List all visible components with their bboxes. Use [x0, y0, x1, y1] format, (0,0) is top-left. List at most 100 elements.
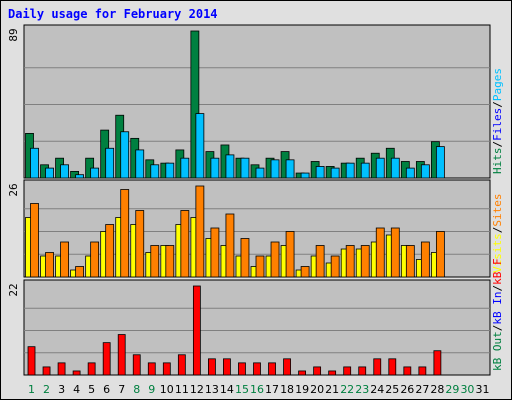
bar-kb-f-day-4	[72, 370, 81, 376]
bar-kb-f-day-11	[177, 354, 186, 376]
bar-kb-f-day-21	[328, 370, 337, 376]
day-label-8: 8	[133, 383, 140, 396]
bar-kb-f-day-23	[358, 366, 367, 376]
legend-part-4: kB F	[491, 258, 504, 285]
day-label-14: 14	[220, 383, 234, 396]
bar-kb-f-day-20	[313, 366, 322, 376]
day-label-21: 21	[325, 383, 339, 396]
bar-kb-f-day-5	[87, 362, 96, 376]
day-label-25: 25	[385, 383, 399, 396]
bar-sites-day-15	[240, 238, 250, 278]
bar-pages-day-16	[255, 167, 265, 179]
bar-pages-day-21	[330, 167, 340, 179]
day-label-6: 6	[103, 383, 110, 396]
bar-sites-day-17	[270, 241, 280, 278]
bar-sites-day-2	[45, 252, 54, 278]
series-legend: kB Out/kB In/kB F	[491, 258, 504, 371]
legend-part-3: /	[491, 285, 504, 292]
bar-pages-day-28	[435, 146, 445, 179]
bar-pages-day-15	[240, 157, 250, 179]
bar-sites-day-25	[390, 227, 400, 278]
day-label-28: 28	[430, 383, 444, 396]
bar-sites-day-26	[405, 245, 415, 278]
bar-kb-f-day-18	[283, 358, 291, 376]
bar-kb-f-day-15	[238, 362, 246, 376]
bar-sites-day-23	[360, 245, 370, 278]
bar-pages-day-3	[60, 164, 69, 179]
bar-kb-f-day-12	[192, 285, 201, 376]
bar-sites-day-10	[165, 245, 175, 278]
day-label-26: 26	[400, 383, 414, 396]
bar-pages-day-8	[135, 149, 145, 179]
bar-sites-day-5	[90, 241, 100, 278]
bar-kb-f-day-17	[268, 362, 276, 376]
y-max-label: 22	[7, 283, 20, 296]
day-label-29: 29	[445, 383, 459, 396]
y-max-label: 89	[7, 28, 20, 41]
bar-sites-day-3	[60, 241, 69, 278]
bar-pages-day-17	[270, 159, 280, 179]
bar-pages-day-1	[30, 147, 39, 179]
bar-pages-day-14	[225, 154, 235, 179]
day-label-19: 19	[295, 383, 309, 396]
bar-pages-day-23	[360, 162, 370, 179]
legend-part-2: kB In	[491, 292, 504, 325]
bar-kb-f-day-7	[117, 334, 126, 376]
day-label-3: 3	[58, 383, 65, 396]
day-label-18: 18	[280, 383, 294, 396]
day-label-30: 30	[460, 383, 474, 396]
bar-sites-day-4	[75, 266, 85, 278]
bar-sites-day-28	[435, 231, 445, 278]
chart-title: Daily usage for February 2014	[8, 7, 218, 21]
day-label-9: 9	[148, 383, 155, 396]
day-label-1: 1	[28, 383, 35, 396]
bar-sites-day-20	[315, 245, 325, 278]
day-label-23: 23	[355, 383, 369, 396]
legend-part-0: kB Out	[491, 331, 504, 371]
day-label-27: 27	[415, 383, 429, 396]
day-label-17: 17	[265, 383, 279, 396]
bar-kb-f-day-24	[373, 358, 382, 376]
legend-part-1: /	[491, 227, 504, 234]
series-legend: Visits/Sites	[491, 194, 504, 274]
plot-area	[23, 279, 491, 376]
bar-pages-day-10	[165, 162, 175, 179]
day-label-20: 20	[310, 383, 324, 396]
day-label-2: 2	[43, 383, 50, 396]
bar-pages-day-13	[210, 157, 220, 179]
legend-part-1: /	[491, 325, 504, 332]
bar-sites-day-6	[105, 224, 115, 278]
bar-kb-f-day-26	[403, 366, 412, 376]
day-label-12: 12	[190, 383, 204, 396]
day-label-31: 31	[475, 383, 489, 396]
bar-sites-day-1	[30, 203, 39, 278]
panel-2: 26 Visits/Sites	[7, 179, 504, 278]
bar-kb-f-day-14	[223, 358, 231, 376]
bar-pages-day-18	[285, 159, 295, 179]
bar-sites-day-8	[135, 210, 145, 278]
bar-sites-day-21	[330, 255, 340, 278]
day-label-7: 7	[118, 383, 125, 396]
bar-sites-day-7	[120, 189, 130, 278]
bar-hits-day-12	[190, 30, 200, 179]
bar-pages-day-12	[195, 113, 205, 179]
bar-sites-day-14	[225, 213, 235, 278]
bar-pages-day-22	[345, 162, 355, 179]
legend-part-1: /	[491, 141, 504, 148]
bar-kb-f-day-27	[418, 366, 427, 376]
bar-kb-f-day-8	[132, 354, 141, 376]
plot-area	[23, 24, 491, 179]
bar-pages-day-6	[105, 147, 115, 179]
bar-pages-day-5	[90, 167, 100, 179]
bar-kb-f-day-22	[343, 366, 352, 376]
bar-sites-day-11	[180, 210, 190, 278]
bar-kb-f-day-1	[27, 346, 36, 376]
day-label-24: 24	[370, 383, 384, 396]
day-label-13: 13	[205, 383, 219, 396]
bar-sites-day-27	[420, 241, 430, 278]
bar-sites-day-19	[300, 266, 310, 278]
bar-pages-day-2	[45, 167, 54, 179]
bar-kb-f-day-2	[42, 366, 51, 376]
bar-pages-day-9	[150, 164, 160, 179]
